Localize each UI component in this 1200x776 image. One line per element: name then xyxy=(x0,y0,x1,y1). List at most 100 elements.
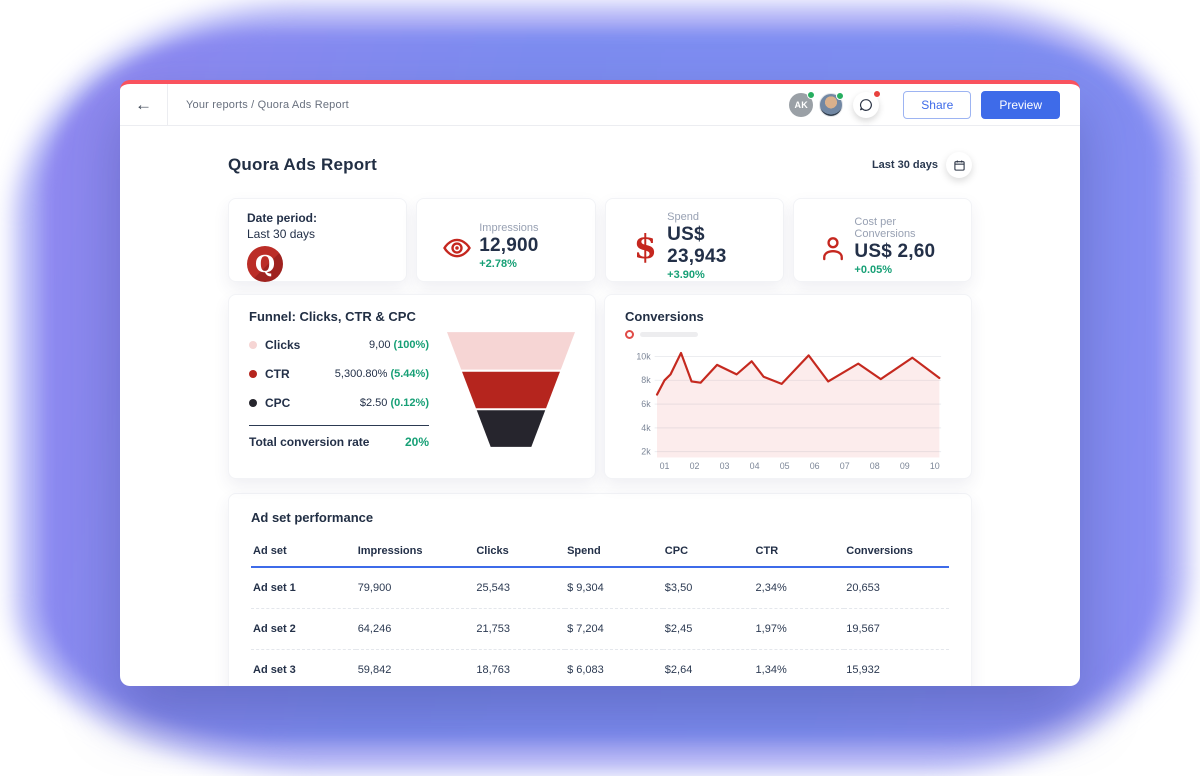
svg-text:2k: 2k xyxy=(641,447,651,457)
svg-text:01: 01 xyxy=(660,461,670,471)
table-cell: 79,900 xyxy=(355,567,475,609)
date-period-card: Date period: Last 30 days Q xyxy=(228,198,408,282)
metric-label: Spend xyxy=(667,211,699,223)
total-conversion-label: Total conversion rate xyxy=(249,435,370,449)
table-cell: 2,34% xyxy=(753,567,845,609)
online-status-dot xyxy=(836,91,845,100)
legend-dot-cpc xyxy=(249,399,257,407)
breadcrumb[interactable]: Your reports / Quora Ads Report xyxy=(186,98,349,111)
table-cell: $ 6,083 xyxy=(567,664,604,676)
column-header: Conversions xyxy=(844,535,949,568)
conversions-line-chart: 2k 4k 6k 8k 10k 01 02 03 04 05 06 07 08 09 10 xyxy=(636,352,942,471)
svg-text:05: 05 xyxy=(780,461,790,471)
metric-label: Impressions xyxy=(479,222,539,234)
avatar-initials: AK xyxy=(794,99,809,110)
metric-delta: +0.05% xyxy=(854,264,893,276)
table-cell: 1,97% xyxy=(753,608,845,650)
dollar-icon: $ xyxy=(633,226,657,266)
metric-cards-row: Date period: Last 30 days Q Impressions xyxy=(228,198,972,282)
metric-value: US$ 23,943 xyxy=(667,224,727,267)
quora-logo-icon: Q xyxy=(247,246,283,282)
top-bar: ← Your reports / Quora Ads Report AK Sha xyxy=(120,84,1080,126)
funnel-legend-row: CPC $2.50 (0.12%) xyxy=(249,396,429,410)
column-header: Spend xyxy=(565,535,663,568)
notification-dot xyxy=(873,89,882,98)
table-cell: $ 7,204 xyxy=(565,608,663,650)
date-range-picker[interactable]: Last 30 days xyxy=(872,152,972,178)
table-cell: $ 9,304 xyxy=(565,567,663,609)
table-row: Ad set 2 64,246 21,753 $ 7,204 $2,45 1,97% 19,… xyxy=(251,608,949,650)
report-content: Quora Ads Report Last 30 days xyxy=(120,152,1080,686)
table-cell: 18,763 xyxy=(476,664,510,676)
report-window: ← Your reports / Quora Ads Report AK Sha xyxy=(120,80,1080,686)
column-header: CTR xyxy=(753,535,845,568)
table-row: Ad set 1 79,900 25,543 $ 9,304 $3,50 2,34% 20,… xyxy=(251,567,949,609)
topbar-actions: AK Share Preview xyxy=(783,89,1080,119)
person-icon xyxy=(812,234,855,262)
svg-text:10: 10 xyxy=(930,461,940,471)
ad-set-performance-card: Ad set performance Ad set Impressions Clic… xyxy=(228,493,972,686)
column-header: CPC xyxy=(662,535,754,568)
divider xyxy=(249,425,429,426)
svg-text:07: 07 xyxy=(840,461,850,471)
chart-legend xyxy=(625,330,951,339)
column-header: Impressions xyxy=(355,535,475,568)
legend-dot-clicks xyxy=(249,341,257,349)
share-button[interactable]: Share xyxy=(903,90,972,119)
metric-delta: +2.78% xyxy=(479,258,517,270)
table-cell: 1,34% xyxy=(755,664,787,676)
date-period-value: Last 30 days xyxy=(247,227,316,241)
comments-button[interactable] xyxy=(853,89,882,118)
svg-text:08: 08 xyxy=(870,461,880,471)
column-header: Clicks xyxy=(474,535,566,568)
impressions-card: Impressions 12,900 +2.78% xyxy=(416,198,596,282)
avatar-ak[interactable]: AK xyxy=(789,90,816,117)
svg-text:8k: 8k xyxy=(641,375,651,385)
column-header: Ad set xyxy=(251,535,356,568)
chat-bubble-icon xyxy=(860,98,873,111)
legend-dot-ctr xyxy=(249,370,257,378)
metric-label: Cost per Conversions xyxy=(854,216,916,240)
table-cell: Ad set 1 xyxy=(251,567,356,609)
metric-value: US$ 2,60 xyxy=(854,241,936,262)
svg-text:02: 02 xyxy=(690,461,700,471)
preview-button[interactable]: Preview xyxy=(981,90,1060,119)
funnel-legend-row: CTR 5,300.80% (5.44%) xyxy=(249,367,429,381)
funnel-legend-row: Clicks 9,00 (100%) xyxy=(249,338,429,352)
table-cell: 21,753 xyxy=(474,608,566,650)
table-header-row: Ad set Impressions Clicks Spend CPC CTR Conver… xyxy=(251,535,949,568)
table-cell: $2,45 xyxy=(662,608,754,650)
table-cell: $2,64 xyxy=(664,664,693,676)
table-row: Ad set 3 59,842 18,763 $ 6,083 $2,64 1,34% 15,… xyxy=(251,650,949,687)
metric-delta: +3.90% xyxy=(667,269,705,281)
svg-text:6k: 6k xyxy=(641,399,651,409)
back-button[interactable]: ← xyxy=(120,84,168,125)
svg-text:10k: 10k xyxy=(636,352,651,362)
table-cell: Ad set 3 xyxy=(253,664,296,676)
table-cell: 20,653 xyxy=(844,567,949,609)
eye-icon xyxy=(435,233,479,263)
funnel-panel: Funnel: Clicks, CTR & CPC Clicks 9,00 (1… xyxy=(228,294,596,479)
funnel-chart xyxy=(447,332,575,447)
table-cell: $3,50 xyxy=(662,567,754,609)
ad-set-table: Ad set Impressions Clicks Spend CPC CTR Conver… xyxy=(251,535,949,686)
conversions-panel: Conversions 2k 4k 6k 8k 10k 01 02 03 04 05 06 07 08 0… xyxy=(604,294,972,479)
funnel-title: Funnel: Clicks, CTR & CPC xyxy=(249,309,416,324)
conversions-title: Conversions xyxy=(625,309,704,324)
calendar-icon xyxy=(953,160,965,171)
calendar-button[interactable] xyxy=(946,152,972,178)
svg-text:06: 06 xyxy=(810,461,820,471)
svg-text:03: 03 xyxy=(720,461,730,471)
page-title: Quora Ads Report xyxy=(228,155,377,174)
spend-card: $ Spend US$ 23,943 +3.90% xyxy=(604,198,784,282)
table-cell: 59,842 xyxy=(357,664,392,676)
legend-placeholder-bar xyxy=(640,332,698,337)
date-range-label: Last 30 days xyxy=(871,159,938,171)
svg-text:04: 04 xyxy=(750,461,760,471)
date-period-label: Date period: xyxy=(247,211,318,225)
metric-value: 12,900 xyxy=(479,235,539,256)
avatar-photo[interactable] xyxy=(819,91,845,117)
online-status-dot xyxy=(807,90,816,99)
table-cell: 25,543 xyxy=(474,567,566,609)
